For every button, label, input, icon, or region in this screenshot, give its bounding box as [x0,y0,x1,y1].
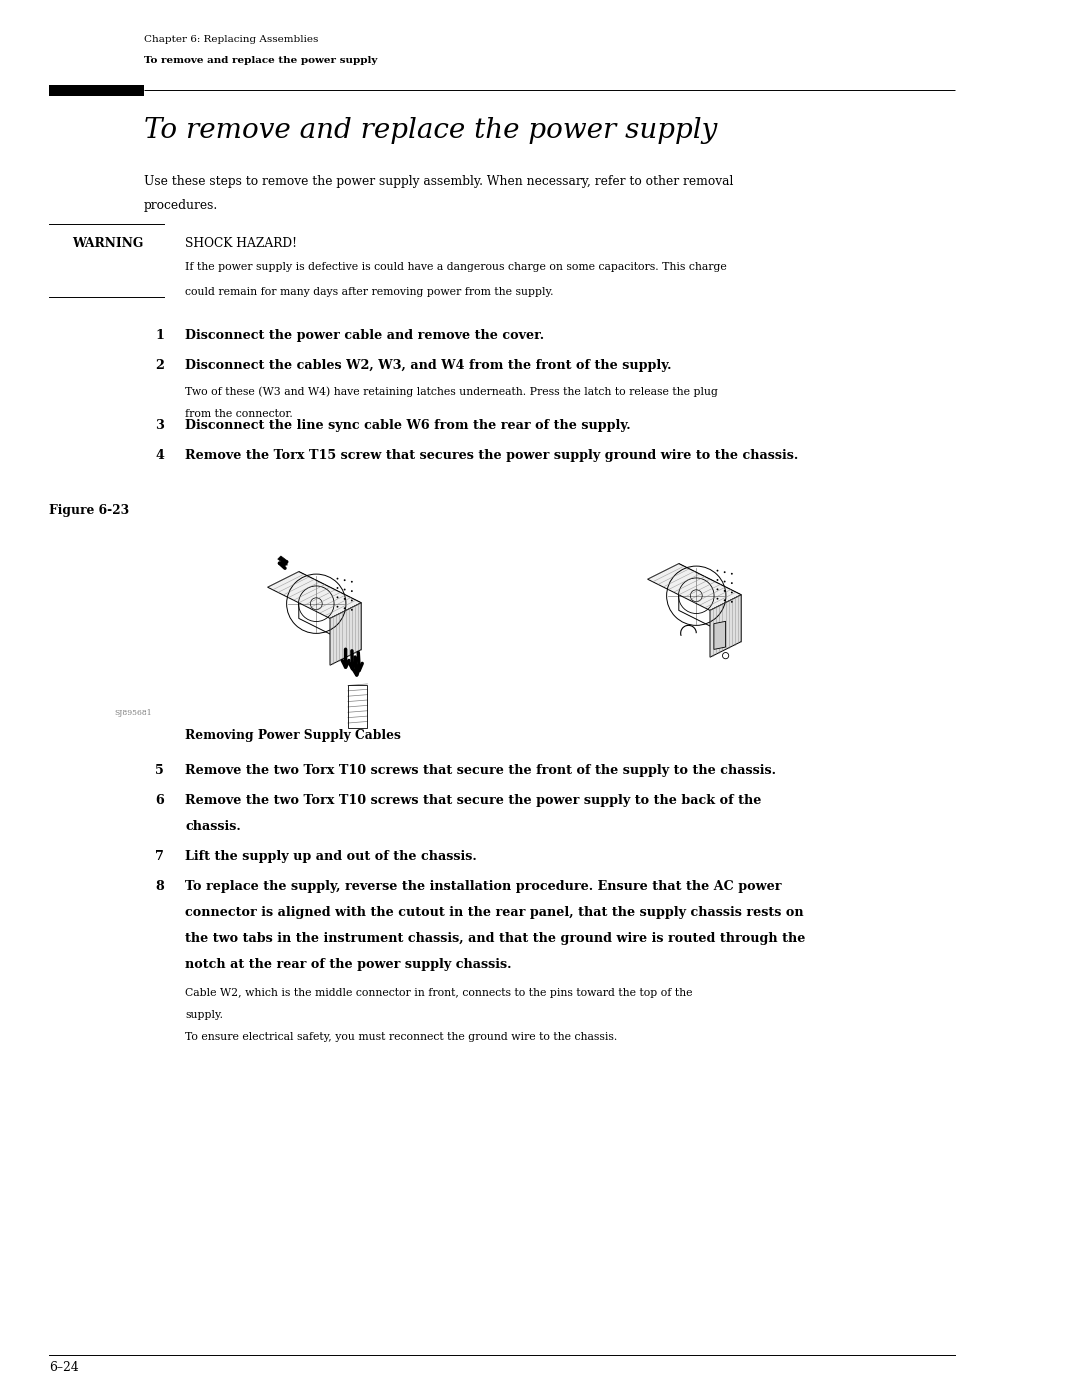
Polygon shape [648,563,741,610]
Text: Figure 6-23: Figure 6-23 [49,503,130,517]
Circle shape [343,598,346,599]
Polygon shape [330,602,361,665]
Text: Disconnect the power cable and remove the cover.: Disconnect the power cable and remove th… [185,330,544,342]
Circle shape [731,583,732,584]
Text: To replace the supply, reverse the installation procedure. Ensure that the AC po: To replace the supply, reverse the insta… [185,880,782,893]
Circle shape [337,606,338,608]
Text: 2: 2 [156,359,164,372]
Circle shape [716,598,718,599]
Polygon shape [268,571,361,619]
Text: could remain for many days after removing power from the supply.: could remain for many days after removin… [185,286,554,298]
Text: 4: 4 [156,448,164,461]
Text: To remove and replace the power supply: To remove and replace the power supply [144,117,717,144]
Text: 5: 5 [156,764,164,777]
Text: supply.: supply. [185,1010,222,1020]
Circle shape [351,609,353,610]
Text: from the connector.: from the connector. [185,408,293,419]
Text: 7: 7 [156,849,164,863]
Bar [348,686,367,728]
Text: WARNING: WARNING [72,237,144,250]
Text: Remove the Torx T15 screw that secures the power supply ground wire to the chass: Remove the Torx T15 screw that secures t… [185,448,798,461]
Text: 3: 3 [156,419,164,432]
Text: Remove the two Torx T10 screws that secure the power supply to the back of the: Remove the two Torx T10 screws that secu… [185,793,761,807]
Text: 6–24: 6–24 [49,1361,79,1375]
Text: the two tabs in the instrument chassis, and that the ground wire is routed throu: the two tabs in the instrument chassis, … [185,932,806,944]
Text: Disconnect the line sync cable W6 from the rear of the supply.: Disconnect the line sync cable W6 from t… [185,419,631,432]
Circle shape [337,587,338,590]
Circle shape [351,599,353,601]
Text: 6: 6 [156,793,164,807]
Circle shape [731,573,732,574]
Text: notch at the rear of the power supply chassis.: notch at the rear of the power supply ch… [185,958,512,971]
Text: Remove the two Torx T10 screws that secure the front of the supply to the chassi: Remove the two Torx T10 screws that secu… [185,764,777,777]
Text: If the power supply is defective is could have a dangerous charge on some capaci: If the power supply is defective is coul… [185,263,727,272]
Circle shape [716,570,718,571]
Text: 8: 8 [156,880,164,893]
Text: 1: 1 [156,330,164,342]
Circle shape [343,588,346,591]
Circle shape [724,571,726,573]
Circle shape [337,578,338,580]
Circle shape [351,581,353,583]
Polygon shape [710,595,741,657]
Circle shape [716,578,718,581]
Text: SHOCK HAZARD!: SHOCK HAZARD! [185,237,297,250]
Text: Lift the supply up and out of the chassis.: Lift the supply up and out of the chassi… [185,849,476,863]
Circle shape [343,608,346,609]
Polygon shape [278,556,287,566]
Text: Cable W2, which is the middle connector in front, connects to the pins toward th: Cable W2, which is the middle connector … [185,988,692,997]
Text: Use these steps to remove the power supply assembly. When necessary, refer to ot: Use these steps to remove the power supp… [144,175,733,189]
Text: Disconnect the cables W2, W3, and W4 from the front of the supply.: Disconnect the cables W2, W3, and W4 fro… [185,359,672,372]
Polygon shape [714,622,726,650]
Circle shape [343,580,346,581]
Text: SJ895681: SJ895681 [114,710,151,717]
Circle shape [716,588,718,591]
Circle shape [337,597,338,598]
Circle shape [731,601,732,602]
Text: connector is aligned with the cutout in the rear panel, that the supply chassis : connector is aligned with the cutout in … [185,907,804,919]
Circle shape [351,590,353,592]
Text: Two of these (W3 and W4) have retaining latches underneath. Press the latch to r: Two of these (W3 and W4) have retaining … [185,386,718,397]
Text: Chapter 6: Replacing Assemblies: Chapter 6: Replacing Assemblies [144,35,319,43]
Circle shape [724,581,726,583]
Circle shape [731,591,732,594]
Text: To remove and replace the power supply: To remove and replace the power supply [144,56,377,66]
Text: procedures.: procedures. [144,200,218,212]
Circle shape [724,599,726,601]
Text: To ensure electrical safety, you must reconnect the ground wire to the chassis.: To ensure electrical safety, you must re… [185,1032,618,1042]
Text: chassis.: chassis. [185,820,241,833]
Text: Removing Power Supply Cables: Removing Power Supply Cables [185,729,401,742]
Circle shape [724,590,726,592]
Bar [49,84,144,95]
